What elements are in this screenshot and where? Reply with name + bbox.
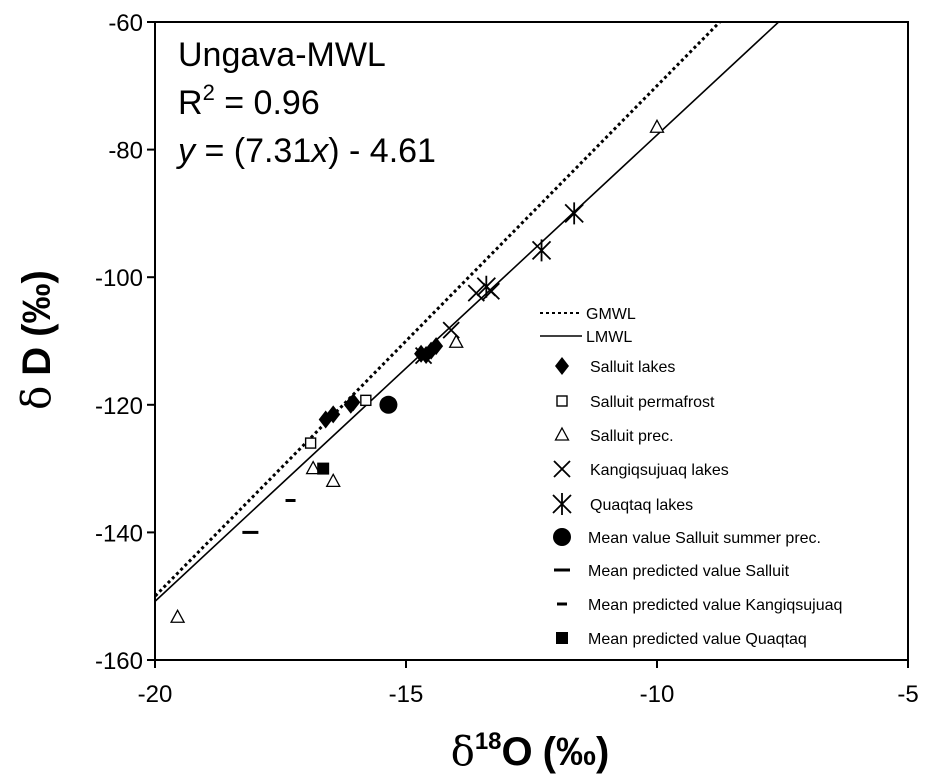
x-axis-title-delta: δ xyxy=(451,729,475,775)
x-tick-label: -20 xyxy=(138,681,173,708)
salluit-prec-point xyxy=(305,460,321,475)
legend-salluit-prec-label: Salluit prec. xyxy=(590,428,674,445)
legend-mean-predicted-value-salluit-swatch xyxy=(554,568,570,572)
annotation-eq-x: x xyxy=(309,132,329,170)
x-axis-title-main: O xyxy=(502,730,533,774)
legend-mean-predicted-value-kangiqsujuaq-label: Mean predicted value Kangiqsujuaq xyxy=(588,597,842,614)
annotation-title: Ungava-MWL xyxy=(178,36,386,74)
x-axis-title-unit: (‰) xyxy=(543,730,610,774)
legend: GMWL LMWL Salluit lakes Salluit permafrost S… xyxy=(540,306,842,648)
y-tick-label: -120 xyxy=(95,393,143,420)
legend-mean-value-salluit-summer-prec-swatch xyxy=(553,528,571,546)
data-points xyxy=(169,118,665,623)
gmwl-line xyxy=(155,22,722,599)
annotation-equation: y = (7.31x) - 4.61 xyxy=(176,132,436,170)
y-tick-label: -60 xyxy=(108,10,143,37)
legend-salluit-lakes-label: Salluit lakes xyxy=(590,359,675,376)
salluit-prec-point xyxy=(325,472,341,488)
x-tick-label: -15 xyxy=(389,681,424,708)
annotation-eq-y: y xyxy=(176,132,197,170)
annotation: Ungava-MWL R2 = 0.96 y = (7.31x) - 4.61 xyxy=(176,36,436,170)
annotation-eq-end: ) - 4.61 xyxy=(328,132,436,170)
y-tick-label: -160 xyxy=(95,648,143,675)
mean-predicted-value-kangiqsujuaq-point xyxy=(285,499,296,502)
lmwl-line xyxy=(155,22,780,603)
legend-quaqtaq-lakes-label: Quaqtaq lakes xyxy=(590,497,693,514)
mean-predicted-value-quaqtaq-point xyxy=(317,462,330,475)
salluit-permafrost-point xyxy=(304,437,317,449)
legend-mean-predicted-value-kangiqsujuaq-swatch xyxy=(557,602,567,606)
axis-ticks xyxy=(147,21,909,668)
quaqtaq-lakes-point xyxy=(531,239,552,262)
mean-value-salluit-summer-prec-point xyxy=(379,395,398,414)
legend-salluit-permafrost-label: Salluit permafrost xyxy=(590,394,715,411)
y-tick-label: -140 xyxy=(95,520,143,547)
legend-gmwl-label: GMWL xyxy=(586,306,636,323)
y-tick-label: -100 xyxy=(95,265,143,292)
y-axis-title-delta: δ xyxy=(14,386,60,410)
salluit-lakes-point xyxy=(429,337,444,356)
kangiqsujuaq-lakes-point xyxy=(442,321,460,339)
salluit-lakes-point xyxy=(326,405,341,424)
annotation-r2-value: = 0.96 xyxy=(215,84,320,122)
salluit-prec-point xyxy=(448,333,464,348)
legend-quaqtaq-lakes-swatch xyxy=(552,493,572,515)
legend-salluit-lakes-swatch xyxy=(555,357,569,375)
salluit-prec-point xyxy=(169,608,186,623)
plot-frame xyxy=(154,21,909,661)
kangiqsujuaq-lakes-point xyxy=(467,284,485,302)
annotation-r2-prefix: R xyxy=(178,84,203,122)
legend-kangiqsujuaq-lakes-label: Kangiqsujuaq lakes xyxy=(590,462,729,479)
mean-predicted-value-salluit-point xyxy=(242,530,259,534)
annotation-r2: R2 = 0.96 xyxy=(178,80,320,122)
legend-mean-value-salluit-summer-prec-label: Mean value Salluit summer prec. xyxy=(588,530,821,547)
x-tick-label: -5 xyxy=(897,681,918,708)
axis-tick-labels: -20 -15 -10 -5 -60 -80 -100 -120 -140 -160 xyxy=(95,10,919,708)
y-axis-title-unit: (‰) xyxy=(15,270,59,337)
quaqtaq-lakes-point xyxy=(476,275,496,298)
y-tick-label: -80 xyxy=(108,138,143,165)
legend-mean-predicted-value-quaqtaq-label: Mean predicted value Quaqtaq xyxy=(588,631,807,648)
y-axis-title: δD (‰) xyxy=(14,270,60,410)
legend-lmwl-label: LMWL xyxy=(586,329,632,346)
kangiqsujuaq-lakes-point xyxy=(414,347,433,365)
legend-salluit-permafrost-swatch xyxy=(556,395,568,407)
x-axis-title: δ18O (‰) xyxy=(451,728,610,775)
legend-salluit-prec-swatch xyxy=(554,426,570,441)
salluit-permafrost-point xyxy=(360,394,372,407)
regression-lines xyxy=(155,22,780,603)
legend-kangiqsujuaq-lakes-swatch xyxy=(553,460,571,478)
salluit-lakes-point xyxy=(346,393,361,412)
annotation-r2-sup: 2 xyxy=(203,80,215,105)
salluit-prec-point xyxy=(649,118,665,133)
y-axis-title-main: D xyxy=(15,347,59,376)
legend-mean-predicted-value-salluit-label: Mean predicted value Salluit xyxy=(588,563,790,580)
x-axis-title-sup: 18 xyxy=(475,728,502,755)
legend-mean-predicted-value-quaqtaq-swatch xyxy=(556,632,568,644)
x-tick-label: -10 xyxy=(640,681,675,708)
annotation-eq-mid: = (7.31 xyxy=(195,132,311,170)
quaqtaq-lakes-point xyxy=(564,202,584,225)
